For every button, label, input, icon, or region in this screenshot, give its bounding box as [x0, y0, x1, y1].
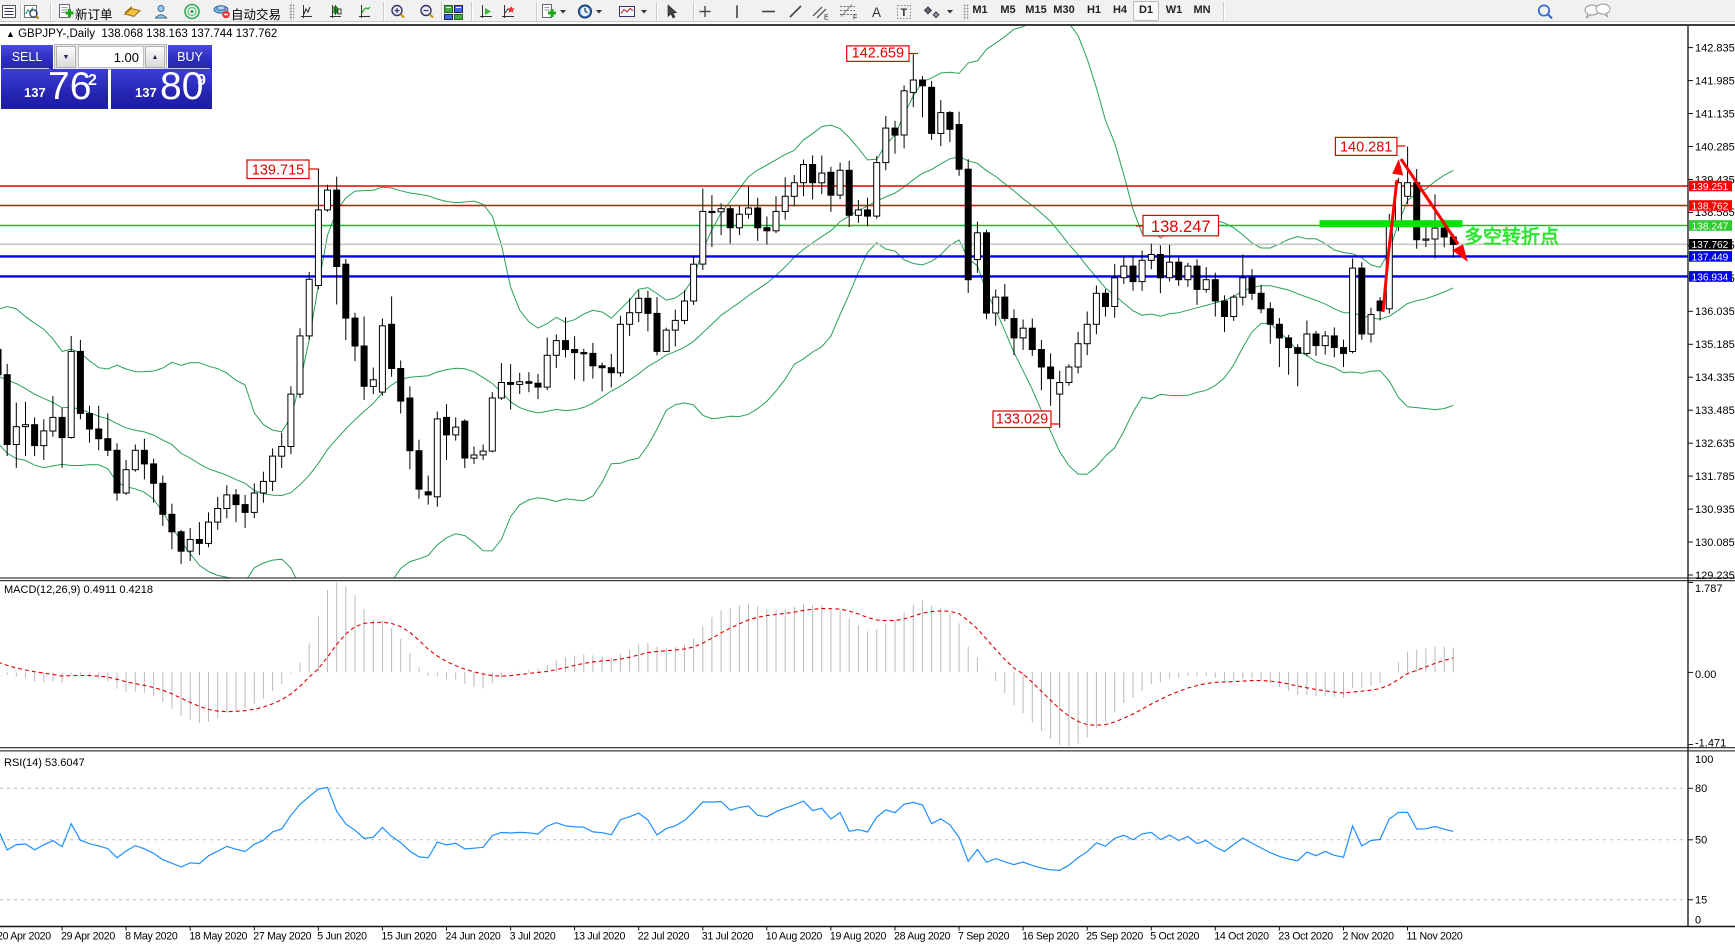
svg-text:28 Aug 2020: 28 Aug 2020 — [894, 931, 951, 943]
svg-text:0: 0 — [1695, 915, 1701, 927]
svg-text:139.715: 139.715 — [252, 163, 304, 179]
svg-text:131.785: 131.785 — [1695, 471, 1735, 483]
svg-text:25 Sep 2020: 25 Sep 2020 — [1086, 931, 1143, 943]
svg-text:E: E — [824, 15, 829, 22]
svg-text:23 Oct 2020: 23 Oct 2020 — [1278, 931, 1333, 943]
svg-text:5 Oct 2020: 5 Oct 2020 — [1150, 931, 1199, 943]
svg-text:24 Jun 2020: 24 Jun 2020 — [446, 931, 501, 943]
svg-text:-1.471: -1.471 — [1695, 737, 1726, 749]
svg-text:138.247: 138.247 — [1692, 221, 1729, 232]
svg-text:16 Sep 2020: 16 Sep 2020 — [1022, 931, 1079, 943]
svg-text:29 Apr 2020: 29 Apr 2020 — [61, 931, 115, 943]
svg-text:138.247: 138.247 — [1151, 218, 1211, 236]
svg-text:141.135: 141.135 — [1695, 108, 1735, 120]
svg-text:15 Jun 2020: 15 Jun 2020 — [381, 931, 436, 943]
svg-text:1.787: 1.787 — [1695, 583, 1723, 595]
svg-text:138.762: 138.762 — [1692, 201, 1729, 212]
svg-text:MACD(12,26,9) 0.4911 0.4218: MACD(12,26,9) 0.4911 0.4218 — [4, 584, 153, 596]
svg-text:136.035: 136.035 — [1695, 306, 1735, 318]
svg-text:19 Aug 2020: 19 Aug 2020 — [830, 931, 887, 943]
svg-text:14 Oct 2020: 14 Oct 2020 — [1214, 931, 1269, 943]
svg-text:132.635: 132.635 — [1695, 438, 1735, 450]
svg-text:10 Aug 2020: 10 Aug 2020 — [766, 931, 823, 943]
svg-text:140.281: 140.281 — [1340, 139, 1392, 155]
svg-text:134.335: 134.335 — [1695, 372, 1735, 384]
svg-text:141.985: 141.985 — [1695, 75, 1735, 87]
svg-text:50: 50 — [1695, 835, 1707, 847]
svg-text:142.659: 142.659 — [852, 45, 904, 61]
svg-text:27 May 2020: 27 May 2020 — [253, 931, 311, 943]
svg-text:80: 80 — [1695, 783, 1707, 795]
svg-text:137.762: 137.762 — [1692, 240, 1729, 251]
svg-text:31 Jul 2020: 31 Jul 2020 — [702, 931, 754, 943]
svg-text:100: 100 — [1695, 754, 1713, 766]
svg-text:22 Jul 2020: 22 Jul 2020 — [638, 931, 690, 943]
svg-text:0.00: 0.00 — [1695, 669, 1716, 681]
svg-text:130.935: 130.935 — [1695, 504, 1735, 516]
svg-text:15: 15 — [1695, 895, 1707, 907]
svg-text:5 Jun 2020: 5 Jun 2020 — [317, 931, 367, 943]
svg-text:139.251: 139.251 — [1692, 182, 1729, 193]
svg-text:129.235: 129.235 — [1695, 570, 1735, 582]
svg-text:136.934: 136.934 — [1692, 272, 1729, 283]
svg-text:135.185: 135.185 — [1695, 339, 1735, 351]
svg-text:140.285: 140.285 — [1695, 141, 1735, 153]
svg-text:13 Jul 2020: 13 Jul 2020 — [574, 931, 626, 943]
svg-text:RSI(14) 53.6047: RSI(14) 53.6047 — [4, 757, 85, 769]
svg-text:8 May 2020: 8 May 2020 — [125, 931, 178, 943]
svg-text:133.485: 133.485 — [1695, 405, 1735, 417]
svg-text:A: A — [872, 5, 881, 20]
svg-text:2 Nov 2020: 2 Nov 2020 — [1343, 931, 1395, 943]
svg-text:F: F — [853, 15, 857, 22]
svg-text:20 Apr 2020: 20 Apr 2020 — [0, 931, 51, 943]
svg-text:137.449: 137.449 — [1692, 252, 1729, 263]
svg-text:7 Sep 2020: 7 Sep 2020 — [958, 931, 1010, 943]
svg-text:T: T — [901, 7, 908, 19]
svg-text:130.085: 130.085 — [1695, 537, 1735, 549]
svg-text:多空转折点: 多空转折点 — [1464, 225, 1559, 248]
svg-text:133.029: 133.029 — [996, 412, 1048, 428]
svg-text:18 May 2020: 18 May 2020 — [189, 931, 247, 943]
svg-text:142.835: 142.835 — [1695, 42, 1735, 54]
svg-text:3 Jul 2020: 3 Jul 2020 — [510, 931, 556, 943]
svg-text:11 Nov 2020: 11 Nov 2020 — [1407, 931, 1463, 943]
